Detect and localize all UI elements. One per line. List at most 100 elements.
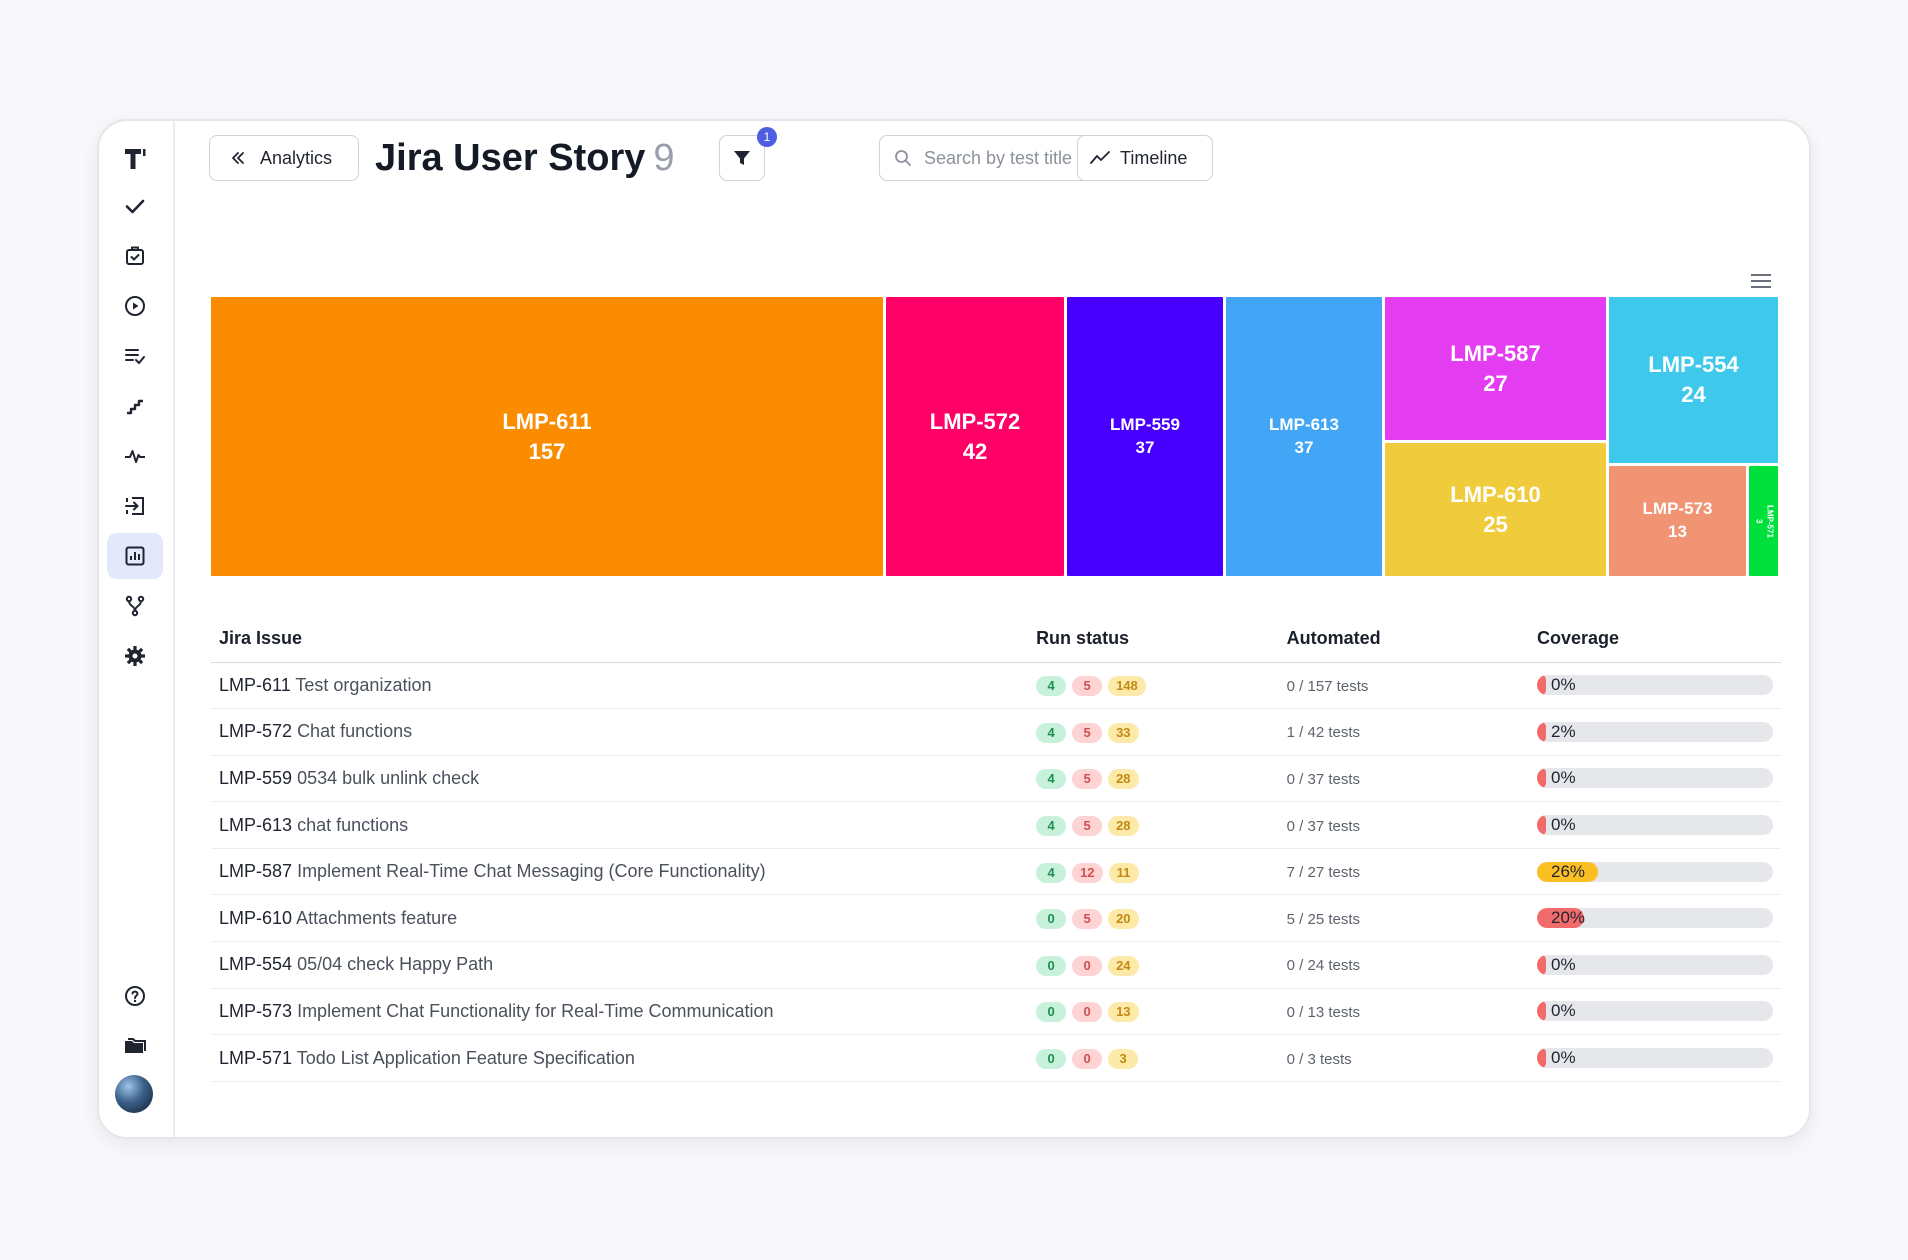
treemap-tile[interactable]: LMP-611 157 [211,297,883,576]
runs-icon [125,296,145,316]
passed-count-badge: 4 [1036,816,1067,837]
jira-issues-table: Jira Issue Run status Automated Coverage… [211,616,1781,1082]
failed-count-badge: 5 [1072,816,1103,837]
table-row[interactable]: LMP-587 Implement Real-Time Chat Messagi… [211,848,1781,896]
issue-key-link[interactable]: LMP-611 [219,674,291,695]
table-row[interactable]: LMP-572 Chat functions 4 5 33 1 / 42 tests 2% [211,708,1781,756]
issue-key-link[interactable]: LMP-613 [219,814,293,835]
automated-cell: 0 / 13 tests [1278,988,1529,1036]
treemap-tile[interactable]: LMP-587 27 [1385,297,1606,440]
settings-icon [125,646,145,666]
sidebar [99,121,175,1137]
treemap-tile[interactable]: LMP-554 24 [1609,297,1778,463]
skipped-count-badge: 3 [1108,1049,1139,1070]
run-status-cell: 4 5 148 [1028,662,1279,710]
back-button-label: Analytics [260,147,333,168]
failed-count-badge: 5 [1072,769,1103,790]
failed-count-badge: 5 [1072,676,1103,697]
sidebar-item-analytics[interactable] [107,533,163,579]
issue-title: Implement Real-Time Chat Messaging (Core… [297,861,766,882]
table-row[interactable]: LMP-554 05/04 check Happy Path 0 0 24 0 / 24… [211,941,1781,989]
branches-icon [125,595,145,617]
table-header-row: Jira Issue Run status Automated Coverage [211,616,1781,663]
issue-key-link[interactable]: LMP-587 [219,861,293,882]
treemap-tile-value: 37 [1135,437,1155,457]
sidebar-item-settings[interactable] [107,633,163,679]
issue-key-link[interactable]: LMP-610 [219,907,293,928]
coverage-percent: 0% [1551,768,1576,788]
automated-cell: 1 / 42 tests [1278,708,1529,756]
sidebar-item-help[interactable] [107,973,163,1019]
timeline-button-label: Timeline [1120,147,1188,168]
treemap-tile-value: 24 [1681,382,1706,407]
issue-key-link[interactable]: LMP-572 [219,721,293,742]
issue-cell: LMP-554 05/04 check Happy Path [211,941,1029,989]
treemap-tile[interactable]: LMP-610 25 [1385,443,1606,576]
table-row[interactable]: LMP-573 Implement Chat Functionality for… [211,988,1781,1036]
issue-key-link[interactable]: LMP-573 [219,1000,293,1021]
run-status-cell: 0 0 24 [1028,941,1279,989]
failed-count-badge: 5 [1072,722,1103,743]
issue-cell: LMP-571 Todo List Application Feature Sp… [211,1034,1029,1082]
treemap-chart: LMP-611 157 LMP-572 42 LMP-559 37 LMP-613 37 LMP… [211,297,1781,579]
sidebar-item-runs[interactable] [107,283,163,329]
tests-icon [125,199,145,214]
treemap-tile-value: 157 [528,438,566,464]
treemap-tile[interactable]: LMP-573 13 [1609,466,1746,576]
skipped-count-badge: 11 [1108,862,1139,883]
treemap-tile-label: LMP-573 [1642,499,1713,519]
issue-key-link[interactable]: LMP-559 [219,767,293,788]
treemap-tile[interactable]: LMP-559 37 [1067,297,1223,576]
coverage-bar: 0% [1537,1001,1773,1022]
skipped-count-badge: 20 [1108,909,1139,930]
issue-key-link[interactable]: LMP-554 [219,954,293,975]
coverage-percent: 0% [1551,675,1576,695]
coverage-percent: 20% [1551,908,1586,928]
coverage-bar: 0% [1537,1048,1773,1069]
passed-count-badge: 0 [1036,955,1067,976]
sidebar-item-plans[interactable] [107,333,163,379]
treemap-tile-value: 25 [1483,511,1508,537]
table-row[interactable]: LMP-611 Test organization 4 5 148 0 / 157 te… [211,662,1781,710]
sidebar-item-steps[interactable] [107,383,163,429]
back-to-analytics-button[interactable]: Analytics [209,135,359,181]
coverage-bar-fill [1537,721,1547,742]
failed-count-badge: 5 [1072,909,1103,930]
coverage-percent: 0% [1551,1048,1576,1068]
table-row[interactable]: LMP-559 0534 bulk unlink check 4 5 28 0 / 37… [211,755,1781,803]
treemap-tile-label: LMP-613 [1269,414,1339,434]
treemap-tile[interactable]: LMP-613 37 [1226,297,1382,576]
sidebar-item-tests[interactable] [107,183,163,229]
treemap-tile[interactable]: LMP-571 3 [1749,466,1778,576]
timeline-button[interactable]: Timeline [1077,135,1213,181]
coverage-bar: 0% [1537,954,1773,975]
treemap-tile-value: 27 [1483,370,1508,396]
coverage-bar-fill [1537,861,1599,882]
filter-count-badge: 1 [757,127,777,147]
filter-button[interactable] [719,135,765,181]
search-box[interactable] [879,135,1147,181]
avatar[interactable] [115,1075,153,1113]
coverage-bar: 0% [1537,768,1773,789]
run-status-cell: 0 5 20 [1028,894,1279,943]
table-body: LMP-611 Test organization 4 5 148 0 / 157 te… [211,662,1781,1082]
issue-key-link[interactable]: LMP-571 [219,1047,293,1068]
sidebar-item-projects[interactable] [107,1023,163,1069]
table-row[interactable]: LMP-610 Attachments feature 0 5 20 5 / 25 te… [211,894,1781,943]
sidebar-item-suites[interactable] [107,233,163,279]
coverage-percent: 0% [1551,815,1576,835]
coverage-bar: 26% [1537,861,1773,882]
app-logo-icon[interactable] [121,143,151,173]
table-row[interactable]: LMP-613 chat functions 4 5 28 0 / 37 tests 0% [211,801,1781,849]
table-row[interactable]: LMP-571 Todo List Application Feature Sp… [211,1034,1781,1082]
sidebar-item-imports[interactable] [107,483,163,529]
treemap-tile[interactable]: LMP-572 42 [886,297,1064,576]
sidebar-item-pulse[interactable] [107,433,163,479]
sidebar-item-branches[interactable] [107,583,163,629]
passed-count-badge: 0 [1036,1002,1067,1023]
chart-menu-icon[interactable] [1749,271,1773,291]
issue-title: 05/04 check Happy Path [297,954,494,975]
filter-icon [734,151,750,165]
search-input[interactable] [924,147,1124,169]
